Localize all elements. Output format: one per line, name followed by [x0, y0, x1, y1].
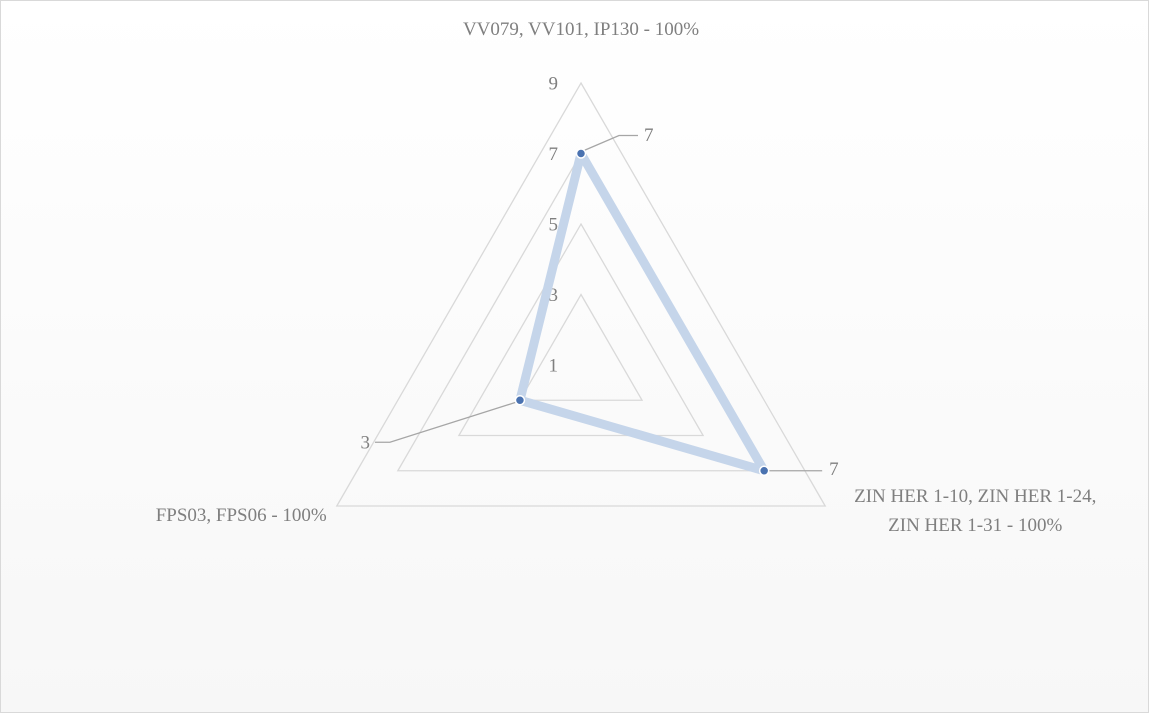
data-point	[758, 465, 770, 476]
grid-line	[335, 81, 827, 507]
r-tick-label: 1	[549, 355, 559, 376]
r-tick-label: 3	[549, 285, 559, 306]
grid-line	[396, 152, 766, 472]
leader-line	[583, 134, 638, 152]
data-label: 7	[644, 125, 654, 146]
data-label: 7	[829, 459, 839, 480]
leader-line	[374, 401, 517, 443]
grid-line	[457, 222, 705, 437]
category-label: ZIN HER 1-10, ZIN HER 1-24, ZIN HER 1-31…	[854, 486, 1097, 536]
category-label: VV079, VV101, IP130 - 100%	[462, 19, 700, 40]
r-tick-label: 7	[549, 144, 559, 165]
category-label: FPS03, FPS06 - 100%	[155, 505, 327, 526]
r-tick-label: 9	[549, 73, 559, 94]
data-label: 3	[360, 433, 370, 454]
data-point	[575, 148, 587, 159]
r-tick-label: 5	[549, 214, 559, 235]
grid-line	[518, 293, 644, 401]
series-line	[515, 149, 769, 476]
data-point	[514, 395, 526, 406]
